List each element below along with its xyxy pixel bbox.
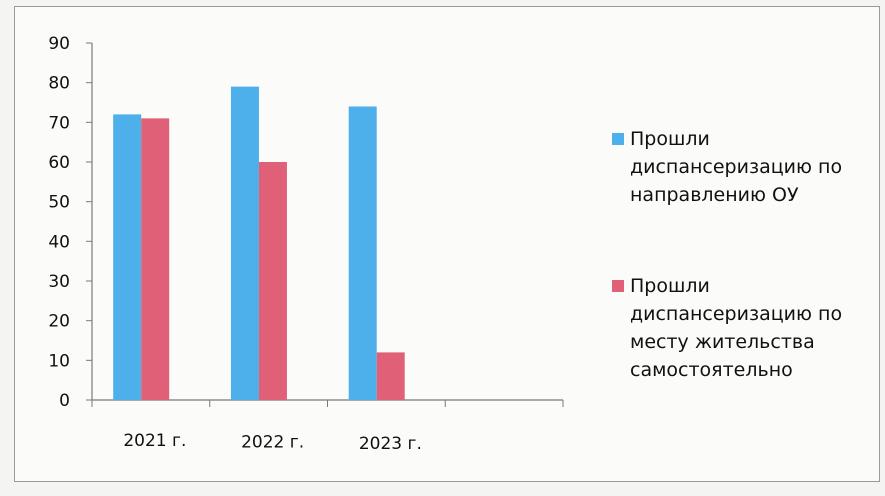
legend-label-series-2: Прошли диспансеризацию по месту жительст… [630, 275, 843, 381]
x-category-labels: 2021 г. 2022 г. 2023 г. [123, 431, 422, 454]
y-tick-label: 50 [48, 193, 70, 213]
chart-axes [86, 42, 564, 407]
legend-label-series-1: Прошли диспансеризацию по направлению ОУ [630, 128, 843, 206]
bar-series-2-2 [258, 162, 287, 400]
x-category-label: 2023 г. [359, 434, 422, 454]
y-tick-label: 60 [48, 153, 70, 173]
y-tick-label: 10 [48, 351, 70, 371]
y-tick-label: 30 [48, 272, 70, 292]
bar-series-1-1 [113, 114, 142, 401]
x-category-label: 2021 г. [123, 431, 186, 451]
y-tick-label: 80 [48, 74, 70, 94]
y-tick-labels: 0 10 20 30 40 50 60 70 80 90 [48, 34, 70, 411]
bar-series-2-3 [376, 352, 405, 400]
chart-bars [113, 86, 405, 401]
legend-swatch-series-2 [612, 280, 624, 292]
legend-swatch-series-1 [612, 133, 624, 145]
bar-series-1-2 [230, 86, 259, 400]
y-tick-label: 20 [48, 312, 70, 332]
x-category-label: 2022 г. [241, 433, 304, 453]
y-tick-label: 0 [59, 391, 70, 411]
y-tick-label: 90 [48, 34, 70, 54]
bar-series-2-1 [141, 118, 170, 400]
y-tick-label: 40 [48, 232, 70, 252]
bar-series-1-3 [348, 106, 377, 400]
y-tick-label: 70 [48, 113, 70, 133]
